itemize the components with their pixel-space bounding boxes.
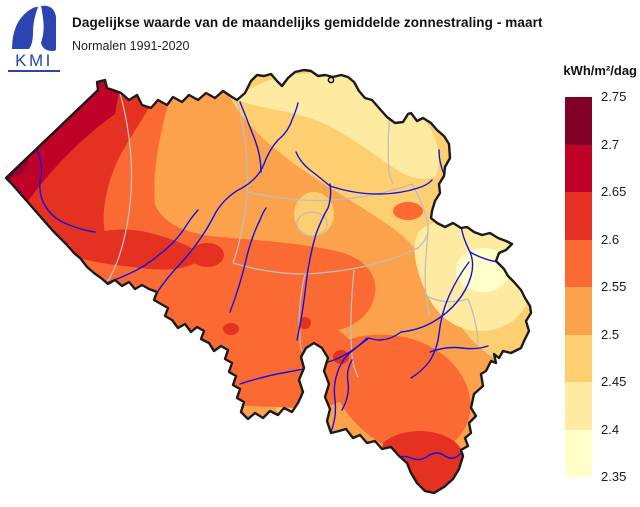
legend-tick-label: 2.7 (601, 136, 620, 152)
region-gaume-red (381, 431, 465, 493)
river-lesse (341, 359, 353, 411)
river-demer (329, 179, 433, 195)
kmi-logo-mark (12, 5, 56, 51)
region-liege-valley-orange-red (393, 202, 423, 220)
kmi-logo-underline (8, 70, 60, 72)
river-scheldt-lower (215, 102, 299, 213)
radiation-bands (6, 70, 531, 493)
river-ambleve (429, 345, 489, 353)
river-rupel-link (295, 151, 331, 187)
region-brussels-golden (294, 192, 334, 236)
belgium-outline (4, 68, 533, 495)
legend-cell-band_2_70_2_75 (565, 97, 592, 145)
legend-cell-band_2_45_2_50 (565, 334, 592, 382)
province-border-brabant-south (232, 231, 429, 275)
legend-tick-label: 2.55 (601, 279, 627, 294)
legend-tick-label: 2.65 (601, 184, 627, 199)
river-ijzer (36, 149, 96, 233)
river-north-canal (239, 101, 262, 173)
page-subtitle: Normalen 1991-2020 (72, 39, 190, 53)
province-border-antwerp-south (246, 183, 413, 202)
province-borders (105, 92, 479, 378)
region-red-dot-mons (223, 323, 239, 335)
baarle-enclave-dot (327, 76, 335, 84)
legend-tick-label: 2.6 (601, 231, 620, 247)
region-red-dot-charleroi (299, 317, 311, 329)
province-border-hainaut-namur (298, 273, 306, 353)
legend-cell-band_2_35_2_40 (565, 429, 592, 477)
province-border-west-flanders (105, 92, 133, 285)
river-zenne-dijle (296, 183, 332, 341)
region-roeselare-red (66, 229, 201, 270)
legend-tick-label: 2.35 (601, 469, 627, 484)
river-ourthe (410, 261, 470, 379)
legend-cell-band_2_55_2_60 (565, 239, 592, 287)
province-border-luxembourg-east (467, 298, 479, 347)
province-border-limburg-liege (411, 183, 429, 232)
legend-tick-label: 2.4 (601, 421, 620, 437)
page-title: Dagelijkse waarde van de maandelijks gem… (72, 15, 543, 30)
region-ardennes-orange-red (319, 334, 471, 454)
legend-tick-label: 2.5 (601, 326, 620, 342)
kmi-logo: KMI (8, 5, 60, 72)
legend-unit-label: kWh/m²/dag (563, 63, 637, 78)
legend-cell-band_2_50_2_55 (565, 287, 592, 335)
rivers (36, 101, 521, 464)
kmi-logo-text: KMI (15, 51, 53, 70)
legend-cell-band_2_40_2_45 (565, 382, 592, 430)
logo-left-wing (12, 6, 38, 50)
province-border-namur-luxembourg (350, 269, 359, 378)
logo-right-wing (41, 5, 56, 51)
river-dender (229, 207, 267, 313)
province-border-brussels-ring (296, 211, 328, 237)
province-border-namur-liege (424, 231, 431, 317)
legend-tick-label: 2.75 (601, 89, 627, 104)
legend-cell-band_2_65_2_70 (565, 144, 592, 192)
region-red-patch-west (190, 243, 224, 267)
province-border-east-flanders (232, 99, 249, 264)
legend-tick-label: 2.45 (601, 374, 627, 389)
legend-cell-band_2_60_2_65 (565, 192, 592, 240)
